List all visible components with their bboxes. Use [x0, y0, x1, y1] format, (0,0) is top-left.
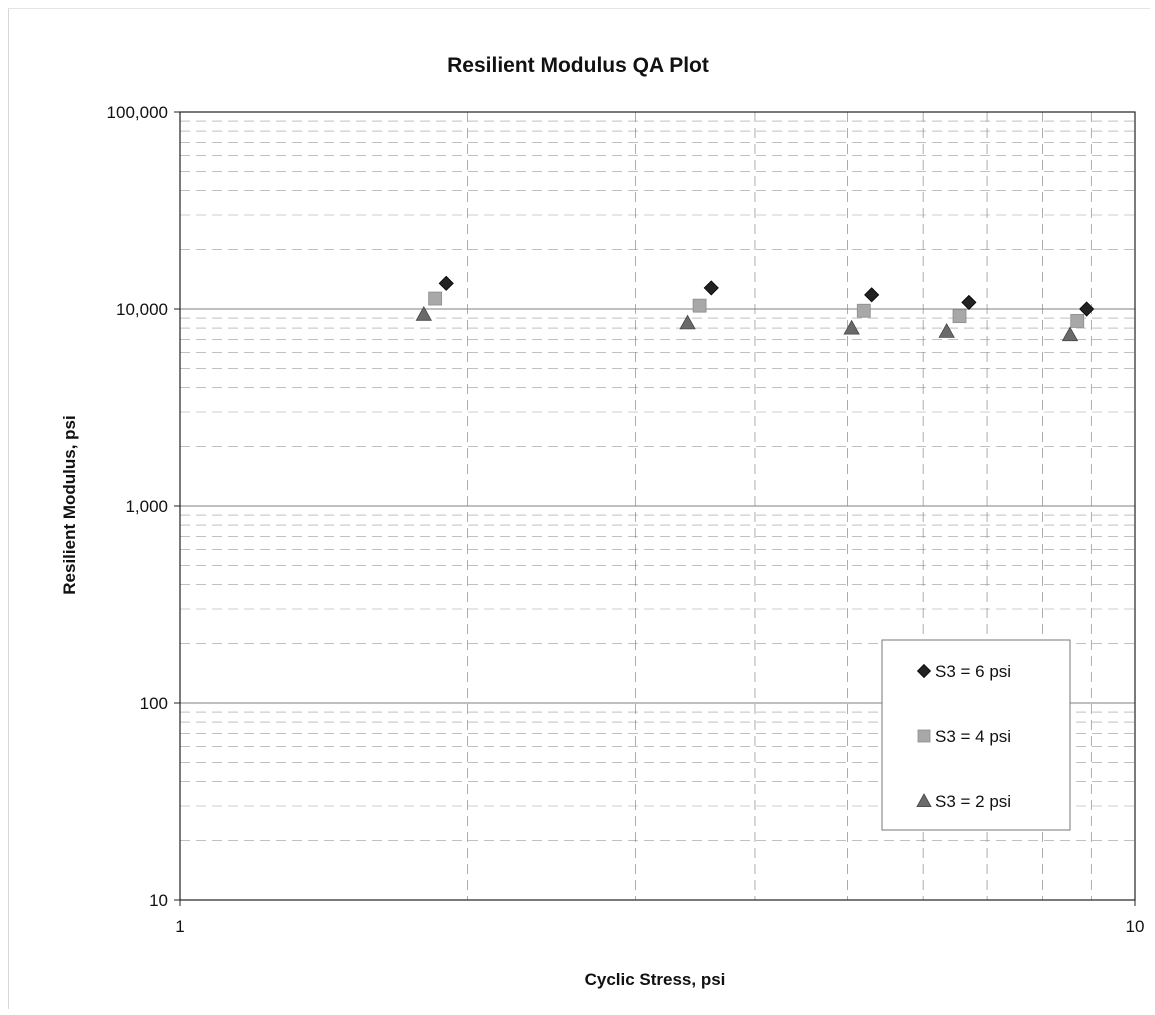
data-point-triangle — [843, 319, 860, 335]
series-triangle — [415, 305, 1079, 342]
y-tick-label: 1,000 — [125, 497, 168, 516]
data-point-triangle — [415, 305, 432, 321]
legend-marker-diamond — [916, 663, 932, 679]
data-point-diamond — [703, 280, 719, 296]
x-axis-label: Cyclic Stress, psi — [585, 970, 726, 989]
y-tick-label: 10,000 — [116, 300, 168, 319]
y-tick-label: 10 — [149, 891, 168, 910]
x-tick-label: 1 — [175, 917, 184, 936]
series-diamond — [438, 275, 1095, 317]
data-point-triangle — [938, 323, 955, 338]
legend-box — [881, 639, 1071, 831]
y-tick-label: 100 — [140, 694, 168, 713]
data-point-diamond — [1079, 301, 1095, 317]
chart-title: Resilient Modulus QA Plot — [447, 54, 709, 77]
data-points — [415, 275, 1095, 342]
data-point-square — [692, 298, 707, 313]
data-point-square — [428, 291, 443, 306]
data-point-square — [1070, 314, 1085, 328]
x-tick-label: 10 — [1126, 917, 1145, 936]
data-point-diamond — [961, 294, 977, 310]
data-point-square — [952, 309, 967, 324]
y-tick-label: 100,000 — [107, 103, 168, 122]
data-point-diamond — [864, 287, 880, 303]
legend-entry-label: S3 = 6 psi — [935, 662, 1011, 681]
data-point-triangle — [1061, 326, 1079, 342]
y-axis-label: Resilient Modulus, psi — [60, 415, 79, 594]
legend-marker-square — [917, 729, 931, 743]
data-point-square — [856, 303, 871, 318]
x-tick-labels: 1 10 — [175, 900, 1144, 936]
legend-entry-label: S3 = 2 psi — [935, 792, 1011, 811]
legend: S3 = 6 psi S3 = 4 psi S3 = 2 psi — [881, 639, 1071, 831]
data-point-triangle — [679, 314, 696, 330]
legend-entry-label: S3 = 4 psi — [935, 727, 1011, 746]
series-square — [428, 291, 1085, 328]
legend-marker-triangle — [916, 793, 932, 807]
y-tick-labels: 10 100 1,000 10,000 100,000 — [107, 103, 180, 910]
data-point-diamond — [438, 275, 454, 291]
